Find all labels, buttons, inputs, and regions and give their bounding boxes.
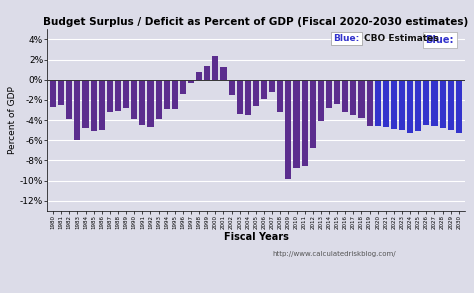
Bar: [456, 80, 462, 133]
Bar: [123, 80, 129, 108]
Bar: [415, 80, 421, 131]
Bar: [115, 80, 121, 111]
Bar: [196, 72, 202, 80]
Bar: [318, 80, 324, 121]
Text: http://www.calculatedriskblog.com/: http://www.calculatedriskblog.com/: [273, 251, 396, 257]
Bar: [172, 80, 178, 109]
Y-axis label: Percent of GDP: Percent of GDP: [8, 86, 17, 154]
Bar: [91, 80, 97, 131]
Title: Budget Surplus / Deficit as Percent of GDP (Fiscal 2020-2030 estimates): Budget Surplus / Deficit as Percent of G…: [43, 17, 469, 27]
Bar: [301, 80, 308, 166]
Bar: [366, 80, 373, 126]
Bar: [439, 80, 446, 128]
Text: Blue:: Blue:: [333, 34, 359, 43]
Bar: [423, 80, 429, 125]
Bar: [350, 80, 356, 115]
Bar: [107, 80, 113, 112]
Bar: [58, 80, 64, 105]
Bar: [228, 80, 235, 95]
Bar: [204, 66, 210, 80]
Bar: [74, 80, 81, 140]
Bar: [374, 80, 381, 126]
Bar: [431, 80, 438, 126]
Bar: [285, 80, 292, 179]
Bar: [326, 80, 332, 108]
Bar: [66, 80, 73, 119]
Text: CBO Estimates: CBO Estimates: [365, 34, 439, 43]
Bar: [310, 80, 316, 148]
Bar: [50, 80, 56, 107]
Bar: [253, 80, 259, 106]
Bar: [164, 80, 170, 109]
Bar: [180, 80, 186, 94]
Bar: [237, 80, 243, 114]
X-axis label: Fiscal Years: Fiscal Years: [224, 232, 288, 242]
Bar: [155, 80, 162, 119]
Bar: [220, 67, 227, 80]
Bar: [139, 80, 146, 125]
Bar: [212, 56, 219, 80]
Bar: [293, 80, 300, 168]
Bar: [399, 80, 405, 130]
Bar: [334, 80, 340, 104]
Text: Blue:: Blue:: [426, 35, 454, 45]
Bar: [342, 80, 348, 112]
Bar: [391, 80, 397, 129]
Bar: [358, 80, 365, 118]
Bar: [261, 80, 267, 99]
Bar: [147, 80, 154, 127]
Bar: [131, 80, 137, 119]
Bar: [407, 80, 413, 133]
Bar: [82, 80, 89, 128]
Bar: [269, 80, 275, 92]
Bar: [447, 80, 454, 130]
Bar: [188, 80, 194, 83]
Bar: [99, 80, 105, 130]
Bar: [277, 80, 283, 112]
Bar: [383, 80, 389, 127]
Bar: [245, 80, 251, 115]
